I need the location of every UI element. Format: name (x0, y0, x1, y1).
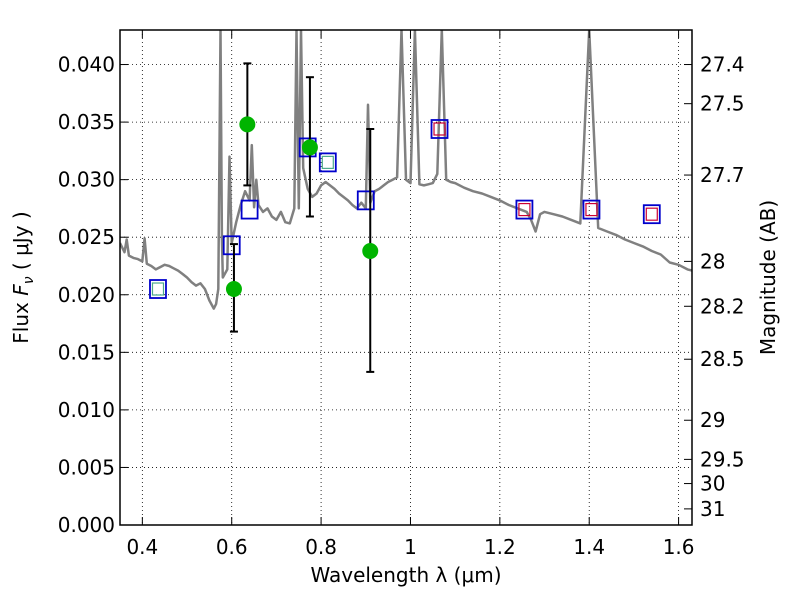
y-tick-label: 0.000 (58, 513, 115, 537)
x-tick-label: 0.8 (305, 535, 337, 559)
x-tick-label: 0.4 (126, 535, 158, 559)
right-tick-label: 27.5 (700, 92, 745, 116)
photometry-layer (149, 62, 661, 373)
y-axis-label-left: Flux Fν ( μJy ) (9, 211, 37, 343)
observed-point (225, 281, 242, 298)
right-tick-label: 29 (700, 408, 725, 432)
x-tick-label: 1.4 (573, 535, 605, 559)
x-axis-label: Wavelength λ (μm) (310, 563, 501, 587)
y-tick-label: 0.015 (58, 340, 115, 364)
x-tick-label: 1.2 (484, 535, 516, 559)
right-tick-label: 28.5 (700, 347, 745, 371)
y-tick-label: 0.010 (58, 398, 115, 422)
observed-point (362, 243, 379, 260)
model-photometry-square (240, 199, 259, 220)
y-label-suffix: ( μJy ) (9, 211, 33, 276)
y-tick-label: 0.035 (58, 110, 115, 134)
observed-point (239, 116, 256, 133)
model-photometry-square (430, 119, 449, 139)
filter-inner-square (585, 202, 598, 217)
x-tick-label: 1 (404, 535, 417, 559)
filter-inner-square (433, 122, 446, 136)
right-tick-label: 27.7 (700, 163, 745, 187)
x-tick-label: 1.6 (663, 535, 695, 559)
model-photometry-square (642, 204, 661, 225)
model-photometry-square (149, 279, 167, 299)
right-tick-label: 31 (700, 497, 725, 521)
model-spectrum-line (120, 30, 692, 310)
y-tick-label: 0.040 (58, 53, 115, 77)
filter-inner-square (151, 282, 165, 296)
right-tick-label: 29.5 (700, 447, 745, 471)
filter-inner-square (518, 202, 531, 217)
observed-point (301, 139, 318, 156)
plot-frame (119, 29, 693, 526)
y-tick-label: 0.030 (58, 168, 115, 192)
y-label-prefix: Flux (9, 296, 33, 344)
right-tick-label: 28 (700, 249, 725, 273)
right-tick-label: 27.4 (700, 53, 745, 77)
model-photometry-square (318, 152, 337, 173)
y-label-symbol: F (9, 284, 33, 296)
filter-inner-square (645, 207, 658, 221)
y-tick-label: 0.025 (58, 225, 115, 249)
model-photometry-square (582, 199, 601, 220)
y-tick-label: 0.005 (58, 455, 115, 479)
model-photometry-square (356, 190, 375, 211)
model-photometry-square (515, 199, 534, 220)
filter-inner-square (321, 155, 334, 169)
right-tick-label: 28.2 (700, 294, 745, 318)
y-axis-label-right: Magnitude (AB) (756, 200, 780, 355)
axis-ticks: 0.4 0.6 0.8 1 1.2 1.4 1.6 0.000 0.005 0.010 0.015 0… (58, 30, 745, 559)
right-tick-label: 30 (700, 472, 725, 496)
y-label-subscript: ν (21, 276, 37, 284)
model-photometry-square (222, 235, 241, 256)
y-tick-label: 0.020 (58, 283, 115, 307)
x-tick-label: 0.6 (216, 535, 248, 559)
model-spectrum-layer (120, 30, 692, 310)
